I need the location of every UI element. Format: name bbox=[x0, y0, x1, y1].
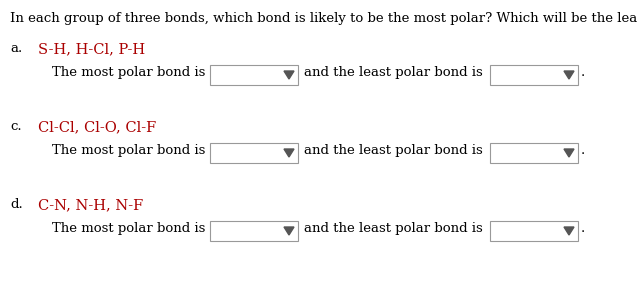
Text: d.: d. bbox=[10, 198, 23, 211]
FancyBboxPatch shape bbox=[210, 143, 298, 163]
Text: The most polar bond is: The most polar bond is bbox=[52, 66, 205, 79]
FancyBboxPatch shape bbox=[210, 221, 298, 241]
Text: c.: c. bbox=[10, 120, 22, 133]
Polygon shape bbox=[564, 149, 574, 157]
Polygon shape bbox=[284, 71, 294, 79]
Text: In each group of three bonds, which bond is likely to be the most polar? Which w: In each group of three bonds, which bond… bbox=[10, 12, 638, 25]
Text: .: . bbox=[581, 66, 585, 79]
Text: a.: a. bbox=[10, 42, 22, 55]
Text: .: . bbox=[581, 144, 585, 157]
Text: The most polar bond is: The most polar bond is bbox=[52, 222, 205, 235]
FancyBboxPatch shape bbox=[490, 143, 578, 163]
Text: and the least polar bond is: and the least polar bond is bbox=[304, 222, 483, 235]
Polygon shape bbox=[564, 71, 574, 79]
FancyBboxPatch shape bbox=[490, 221, 578, 241]
Text: S-H, H-Cl, P-H: S-H, H-Cl, P-H bbox=[38, 42, 145, 56]
Text: Cl-Cl, Cl-O, Cl-F: Cl-Cl, Cl-O, Cl-F bbox=[38, 120, 156, 134]
Polygon shape bbox=[284, 227, 294, 235]
Text: .: . bbox=[581, 222, 585, 235]
Polygon shape bbox=[284, 149, 294, 157]
Text: and the least polar bond is: and the least polar bond is bbox=[304, 144, 483, 157]
Text: The most polar bond is: The most polar bond is bbox=[52, 144, 205, 157]
Polygon shape bbox=[564, 227, 574, 235]
FancyBboxPatch shape bbox=[210, 65, 298, 85]
Text: and the least polar bond is: and the least polar bond is bbox=[304, 66, 483, 79]
Text: C-N, N-H, N-F: C-N, N-H, N-F bbox=[38, 198, 144, 212]
FancyBboxPatch shape bbox=[490, 65, 578, 85]
